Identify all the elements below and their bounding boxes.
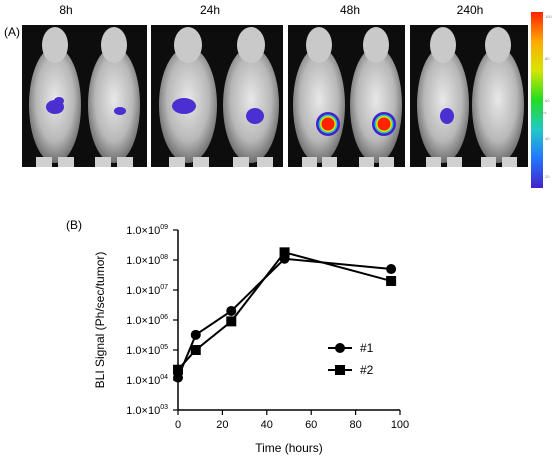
mouse-image-48h-graphic	[293, 27, 402, 167]
data-point-square	[173, 364, 183, 375]
y-tick-exponent: 05	[160, 344, 168, 351]
x-tick-label: 60	[305, 419, 317, 431]
time-label-8h: 8h	[59, 3, 73, 17]
x-tick-label: 40	[261, 419, 273, 431]
x-tick-label: 80	[349, 419, 361, 431]
color-scale-tick: 60	[545, 98, 550, 103]
legend-label: #1	[360, 341, 374, 355]
mouse-image-240h-graphic	[417, 27, 524, 167]
time-label-48h: 48h	[339, 3, 361, 17]
panel-a-label: (A)	[4, 25, 20, 39]
legend-item: #1	[328, 341, 374, 355]
y-tick-label: 1.0×1005	[126, 344, 168, 357]
color-scale-tick: 40	[545, 136, 550, 141]
x-tick-label: 20	[216, 419, 228, 431]
mouse-image-24h-graphic	[159, 27, 279, 167]
y-tick-label: 1.0×1003	[126, 404, 168, 417]
y-tick-exponent: 04	[160, 374, 168, 381]
x-axis-label: Time (hours)	[255, 441, 323, 455]
time-label-240h: 240h	[456, 3, 484, 17]
y-axis-label: BLI Signal (Ph/sec/tumor)	[93, 252, 107, 389]
y-tick-label: 1.0×1009	[126, 224, 168, 237]
data-point-circle	[226, 305, 237, 316]
mouse-image-24h	[151, 25, 283, 167]
data-point-circle	[173, 372, 183, 383]
y-tick-exponent: 06	[160, 314, 168, 321]
y-tick-exponent: 03	[160, 404, 168, 411]
time-label-24h: 24h	[199, 3, 221, 17]
data-point-square	[386, 275, 397, 286]
color-scale-unit: p/s	[541, 110, 547, 115]
y-tick-label: 1.0×1006	[126, 314, 168, 327]
y-tick-label: 1.0×1008	[126, 254, 168, 267]
color-scale-ticks: 100 80 60 40 20 p/s	[541, 14, 557, 186]
mouse-image-8h	[22, 25, 147, 167]
chart-series-layer	[173, 247, 397, 383]
data-point-square	[226, 316, 237, 327]
y-tick-label: 1.0×1007	[126, 284, 168, 297]
panel-b-label: (B)	[66, 218, 82, 232]
color-scale-tick: 80	[545, 56, 550, 61]
mouse-image-48h	[288, 25, 405, 167]
y-tick-exponent: 08	[160, 254, 168, 261]
color-scale-tick: 100	[545, 14, 552, 19]
chart-legend: #1 #2	[328, 341, 374, 377]
color-scale-bar	[531, 12, 543, 188]
x-tick-label: 100	[391, 419, 409, 431]
data-point-square	[190, 345, 201, 355]
legend-label: #2	[360, 363, 374, 377]
series-line	[177, 257, 392, 379]
y-tick-exponent: 07	[160, 284, 168, 291]
chart-axes: 1.0×1003 1.0×1004 1.0×1005 1.0×1006 1.0×1007…	[126, 224, 409, 431]
y-tick-exponent: 09	[160, 224, 168, 231]
data-point-circle	[386, 264, 397, 275]
legend-marker-circle	[335, 343, 345, 353]
data-point-square	[279, 247, 290, 258]
x-tick-label: 0	[175, 419, 181, 431]
hotspot-left	[316, 112, 340, 136]
color-scale-graphic	[531, 12, 543, 188]
series-2	[173, 247, 397, 375]
mouse-image-240h	[410, 25, 528, 167]
y-tick-label: 1.0×1004	[126, 374, 168, 387]
mouse-image-8h-graphic	[29, 27, 140, 167]
legend-marker-square	[335, 365, 345, 375]
data-point-circle	[190, 329, 201, 340]
legend-item: #2	[328, 363, 374, 377]
hotspot-right	[372, 112, 396, 136]
color-scale-tick: 20	[545, 174, 550, 179]
